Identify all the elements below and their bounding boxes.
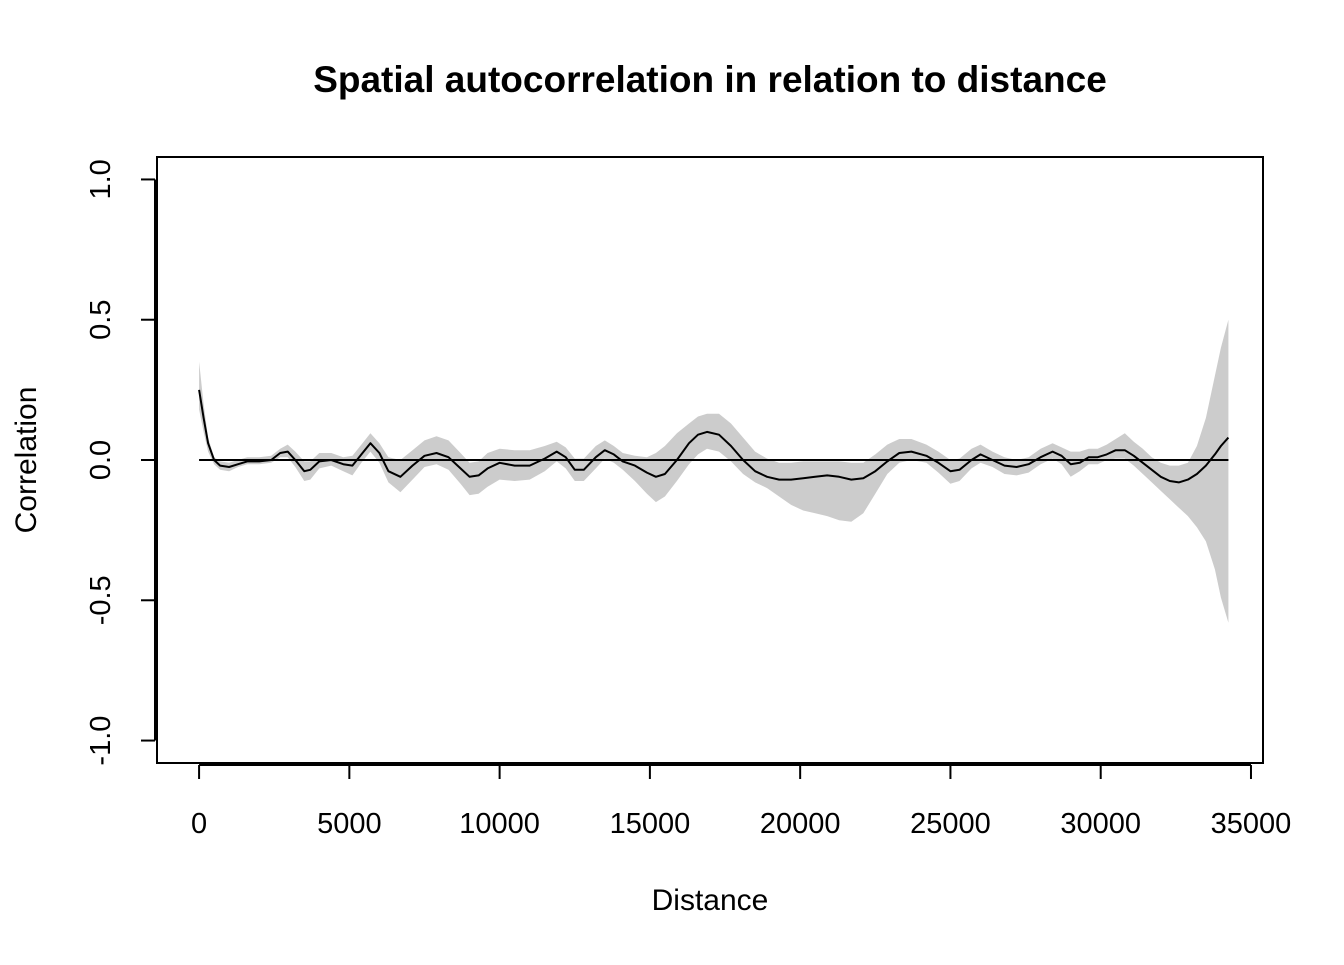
y-tick-label: 0.5: [85, 300, 117, 340]
y-tick-label: -0.5: [85, 575, 117, 625]
x-tick-label: 0: [191, 808, 207, 840]
x-tick-label: 15000: [610, 808, 691, 840]
correlation-line-0: [198, 389, 1230, 484]
confidence-band: [199, 319, 1229, 623]
x-tick-label: 5000: [317, 808, 382, 840]
y-tick-label: 1.0: [85, 159, 117, 199]
plot-frame: [156, 156, 1264, 764]
y-tick-label: -1.0: [85, 716, 117, 766]
x-tick-label: 25000: [910, 808, 991, 840]
axes: 0 5000 10000 15000 20000 25000 30000 35000 -1.0 -…: [85, 156, 1292, 840]
plot-area: [198, 319, 1230, 623]
x-tick-label: 35000: [1211, 808, 1292, 840]
chart-title: Spatial autocorrelation in relation to d…: [313, 59, 1107, 100]
x-tick-label: 10000: [459, 808, 540, 840]
x-axis-label: Distance: [652, 884, 769, 917]
y-tick-label: 0.0: [85, 440, 117, 480]
x-tick-label: 20000: [760, 808, 841, 840]
x-tick-label: 30000: [1060, 808, 1141, 840]
y-axis-label: Correlation: [10, 387, 43, 534]
